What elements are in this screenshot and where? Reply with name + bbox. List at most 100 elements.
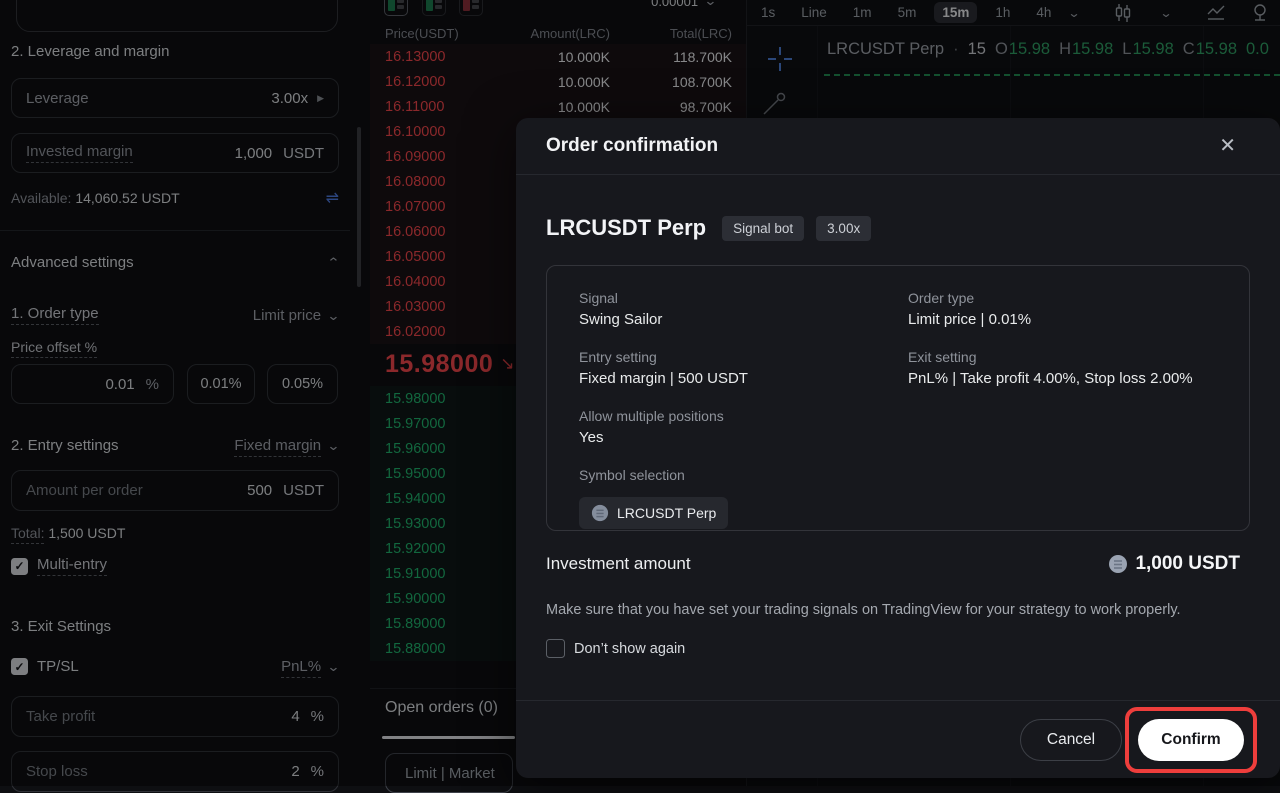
price-cell: 16.10000: [385, 123, 446, 140]
leverage-value: 3.00x: [271, 89, 309, 107]
price-cell: 15.89000: [385, 615, 446, 632]
amount-per-order-value: 500: [247, 482, 273, 499]
price-cell: 16.04000: [385, 273, 446, 290]
stop-loss-value: 2: [291, 763, 300, 780]
modal-header: Order confirmation ✕: [516, 118, 1280, 175]
timeframe-5m[interactable]: 5m: [897, 5, 917, 20]
timeframe-1s[interactable]: 1s: [761, 5, 776, 20]
chevron-down-icon: ⌄: [326, 659, 341, 674]
dont-show-checkbox[interactable]: [546, 639, 565, 658]
price-cell: 16.03000: [385, 298, 446, 315]
timeframe-1m[interactable]: 1m: [852, 5, 872, 20]
indicators-icon[interactable]: [1205, 4, 1227, 22]
advanced-settings-toggle[interactable]: Advanced settings ⌃: [11, 254, 340, 271]
ohlc-key: C: [1182, 40, 1195, 58]
available-balance-row: Available: 14,060.52 USDT ⇌: [11, 188, 339, 208]
tpsl-mode-select[interactable]: PnL% ⌄: [281, 658, 341, 678]
trendline-tool-icon[interactable]: [759, 86, 791, 118]
invested-margin-value: 1,000: [234, 144, 273, 162]
ask-row[interactable]: 16.11000 10.000K 98.700K: [370, 94, 746, 119]
crosshair-tool-icon[interactable]: [767, 46, 793, 72]
panel-scrollbar[interactable]: [357, 127, 361, 287]
last-price: 15.98000 ↘: [385, 346, 515, 382]
orderbook-mode-both-icon[interactable]: [384, 0, 408, 16]
take-profit-input[interactable]: Take profit 4 %: [11, 696, 339, 737]
multi-entry-checkbox[interactable]: ✓: [11, 557, 28, 575]
precision-select[interactable]: 0.00001 ⌄: [651, 0, 718, 9]
modal-title: Order confirmation: [546, 135, 719, 156]
timeframe-1h[interactable]: 1h: [995, 5, 1011, 20]
total-label: Total:: [11, 525, 45, 544]
orderbook-mode-asks-icon[interactable]: [459, 0, 483, 16]
card-field: Allow multiple positions Yes: [579, 408, 888, 446]
ohlc-value: 15.98: [1008, 40, 1051, 58]
amount-cell: 10.000K: [557, 98, 610, 115]
symbol-chip[interactable]: LRCUSDT Perp: [579, 497, 729, 529]
ohlc-value: 15.98: [1072, 40, 1114, 58]
stop-loss-unit: %: [310, 763, 324, 780]
investment-value-group: 1,000 USDT: [1108, 553, 1240, 575]
price-cell: 16.11000: [385, 98, 445, 115]
card-field: Entry setting Fixed margin | 500 USDT: [579, 349, 888, 387]
price-cell: 16.07000: [385, 198, 446, 215]
investment-row: Investment amount 1,000 USDT: [546, 553, 1250, 575]
card-field-label: Order type: [908, 290, 975, 306]
invested-margin-input[interactable]: Invested margin 1,000 USDT: [11, 133, 339, 173]
order-type-select[interactable]: Limit price ⌄: [253, 307, 341, 324]
take-profit-value: 4: [291, 708, 300, 725]
legend-ohlc-pair: L 15.98: [1122, 40, 1173, 59]
amount-per-order-input[interactable]: Amount per order 500 USDT: [11, 470, 339, 511]
cancel-button[interactable]: Cancel: [1020, 718, 1122, 761]
ask-row[interactable]: 16.12000 10.000K 108.700K: [370, 69, 746, 94]
signal-select-box-partial[interactable]: [16, 0, 338, 32]
confirm-button[interactable]: Confirm: [1138, 718, 1244, 761]
chevron-down-icon[interactable]: ⌄: [1159, 5, 1174, 20]
panel-divider: [0, 230, 350, 231]
tab-open-orders[interactable]: Open orders (0): [385, 699, 498, 716]
total-cell: 108.700K: [672, 73, 732, 90]
card-field: Signal Swing Sailor: [579, 290, 888, 328]
tpsl-mode-value: PnL%: [281, 658, 322, 678]
advanced-settings-label: Advanced settings: [11, 254, 134, 271]
card-left-column: Signal Swing Sailor Entry setting Fixed mar…: [579, 290, 888, 529]
chevron-down-icon: ⌄: [703, 0, 718, 8]
candle-style-icon[interactable]: [1113, 3, 1133, 22]
price-dashed-line: [824, 74, 1280, 76]
timeframe-line[interactable]: Line: [801, 5, 827, 20]
price-down-arrow-icon: ↘: [500, 354, 516, 373]
legend-extra: 0.0: [1246, 40, 1269, 58]
close-icon[interactable]: ✕: [1219, 135, 1236, 157]
price-offset-input[interactable]: 0.01 %: [11, 364, 174, 404]
transfer-icon[interactable]: ⇌: [325, 190, 339, 207]
dont-show-row: Don’t show again: [546, 639, 1250, 658]
compare-icon[interactable]: [1249, 3, 1271, 23]
timeframe-15m[interactable]: 15m: [934, 2, 978, 23]
leverage-selector[interactable]: Leverage 3.00x ▶: [11, 78, 339, 118]
exit-settings-title: 3. Exit Settings: [11, 618, 112, 635]
card-field-value: PnL% | Take profit 4.00%, Stop loss 2.00…: [908, 370, 1193, 387]
entry-settings-row: 2. Entry settings Fixed margin ⌄: [11, 437, 340, 457]
green-bar-icon: [388, 0, 395, 11]
tpsl-checkbox[interactable]: ✓: [11, 658, 28, 675]
orderbook-header: Price(USDT) Amount(LRC) Total(LRC): [370, 24, 746, 42]
price-offset-unit: %: [145, 375, 159, 393]
orderbook-mode-bids-icon[interactable]: [422, 0, 446, 16]
modal-body: LRCUSDT Perp Signal bot 3.00x Signal Swin…: [516, 175, 1280, 658]
preset-001-button[interactable]: 0.01%: [187, 364, 255, 404]
dont-show-label: Don’t show again: [574, 640, 686, 657]
price-offset-value: 0.01: [105, 375, 135, 393]
multi-entry-label: Multi-entry: [37, 556, 108, 576]
chevron-down-icon[interactable]: ⌄: [1067, 5, 1081, 20]
price-cell: 16.13000: [385, 48, 446, 65]
timeframe-4h[interactable]: 4h: [1036, 5, 1052, 20]
legend-ohlc-pair: O 15.98: [995, 40, 1050, 59]
card-field-label: Exit setting: [908, 349, 977, 365]
ohlc-value: 15.98: [1195, 40, 1237, 58]
preset-005-button[interactable]: 0.05%: [267, 364, 338, 404]
price-cell: 15.88000: [385, 640, 446, 657]
chevron-down-icon: ⌄: [326, 307, 341, 323]
stop-loss-label: Stop loss: [26, 763, 88, 780]
ask-row[interactable]: 16.13000 10.000K 118.700K: [370, 44, 746, 69]
amount-cell: 10.000K: [557, 73, 610, 90]
entry-mode-select[interactable]: Fixed margin ⌄: [234, 437, 340, 457]
